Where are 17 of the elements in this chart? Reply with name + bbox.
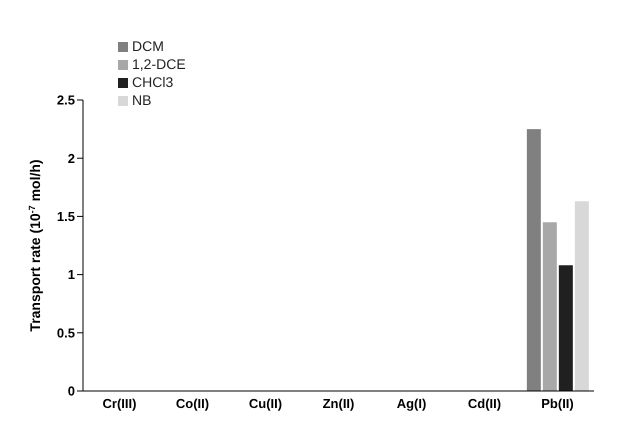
y-tick-label: 0.5 [56, 325, 75, 340]
y-tick-label: 0 [68, 384, 75, 399]
legend-label: 1,2-DCE [132, 56, 186, 72]
legend-label: CHCl3 [132, 74, 174, 90]
legend-label: NB [132, 92, 152, 108]
y-tick-label: 2.5 [56, 92, 75, 108]
legend-label: DCM [132, 38, 164, 54]
x-tick-label: Cr(III) [102, 396, 136, 412]
x-tick-label: Pb(II) [541, 396, 574, 412]
x-tick-label: Cu(II) [248, 396, 282, 412]
y-tick-label: 1 [68, 267, 75, 282]
x-tick-label: Ag(I) [396, 396, 426, 412]
y-tick-label: 1.5 [56, 209, 75, 224]
x-tick-label: Cd(II) [468, 396, 502, 412]
x-tick-label: Co(II) [176, 396, 210, 412]
y-tick-label: 2 [68, 150, 75, 166]
x-tick-label: Zn(II) [322, 396, 354, 412]
